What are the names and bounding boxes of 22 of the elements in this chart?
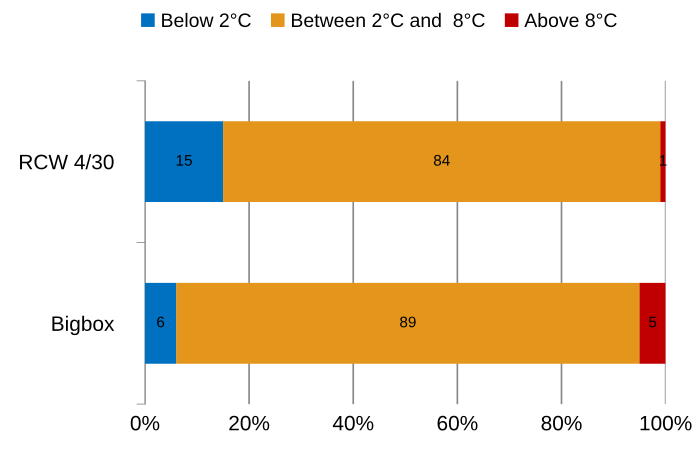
data-label: 6 xyxy=(157,316,164,328)
bar xyxy=(640,282,666,364)
legend-label: Above 8°C xyxy=(524,12,617,28)
bar xyxy=(660,121,666,202)
bar xyxy=(223,121,660,202)
legend-label: Between 2°C and 8°C xyxy=(292,12,485,28)
y-tick-label: Bigbox xyxy=(52,316,114,336)
x-tick-label: 0% xyxy=(130,416,160,431)
data-label: 84 xyxy=(434,154,450,166)
x-tick-label: 20% xyxy=(229,416,270,431)
y-tick-label: RCW 4/30 xyxy=(20,154,114,170)
x-tick-label: 80% xyxy=(542,416,582,431)
bar xyxy=(144,282,176,364)
data-label: 5 xyxy=(648,316,656,328)
legend-label: Below 2°C xyxy=(162,12,251,28)
data-label: 15 xyxy=(176,155,192,166)
x-tick-label: 40% xyxy=(332,416,374,431)
x-tick-label: 60% xyxy=(438,416,478,431)
bar xyxy=(176,282,640,364)
bar xyxy=(144,121,224,202)
data-label: 89 xyxy=(400,316,416,328)
x-tick-label: 100% xyxy=(640,416,692,431)
